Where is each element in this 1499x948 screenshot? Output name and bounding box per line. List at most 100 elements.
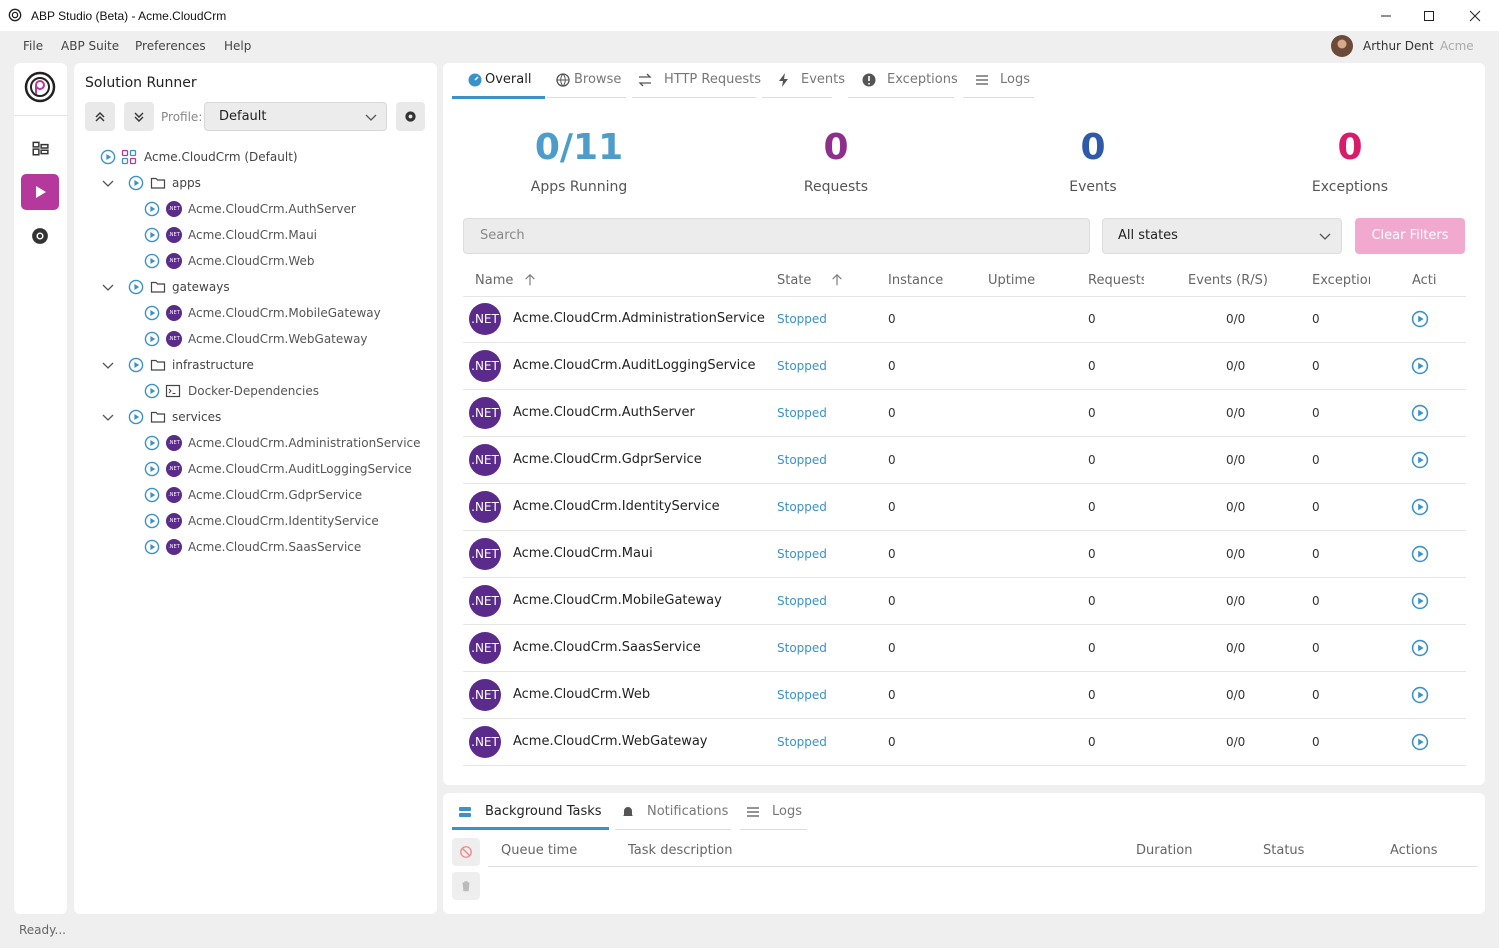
run-button[interactable] (144, 539, 160, 555)
start-button[interactable] (1411, 498, 1429, 516)
expand-all-button[interactable] (124, 102, 154, 131)
run-button[interactable] (128, 279, 144, 295)
run-button[interactable] (128, 175, 144, 191)
state-select[interactable]: All states (1102, 218, 1342, 254)
start-button[interactable] (1411, 639, 1429, 657)
run-button[interactable] (150, 232, 156, 238)
tab-icon[interactable] (638, 73, 652, 87)
run-button[interactable] (144, 461, 160, 477)
run-button[interactable] (100, 149, 116, 165)
menu-item[interactable]: Preferences (135, 39, 206, 53)
tab[interactable]: Browse (574, 72, 622, 87)
sort-icon[interactable] (523, 273, 537, 287)
run-button[interactable] (150, 440, 156, 446)
start-button[interactable] (1411, 733, 1429, 751)
run-button[interactable] (144, 383, 160, 399)
run-button[interactable] (144, 253, 160, 269)
run-button[interactable] (144, 513, 160, 529)
maximize-button[interactable] (1421, 8, 1437, 24)
expand-toggle[interactable] (102, 414, 114, 421)
gear-icon[interactable] (408, 114, 413, 119)
tab-icon[interactable] (467, 72, 483, 88)
expand-toggle[interactable] (100, 279, 116, 295)
start-button[interactable] (1411, 592, 1429, 610)
tab-icon[interactable] (637, 72, 653, 88)
start-button[interactable] (1411, 357, 1429, 375)
run-button[interactable] (150, 310, 156, 316)
run-button[interactable] (150, 518, 156, 524)
run-button[interactable] (144, 201, 160, 217)
start-button[interactable] (1411, 310, 1429, 328)
run-button[interactable] (134, 362, 140, 368)
run-button[interactable] (100, 149, 116, 165)
kubernetes-button[interactable] (31, 227, 49, 245)
run-button[interactable] (144, 253, 160, 269)
expand-toggle[interactable] (102, 180, 114, 187)
tab-icon[interactable] (745, 804, 761, 820)
tab-icon[interactable] (459, 807, 471, 811)
clear-filters-label[interactable]: Clear Filters (1371, 228, 1449, 243)
run-button[interactable] (144, 331, 160, 347)
menu-item[interactable]: ABP Suite (61, 39, 120, 53)
tab-icon[interactable] (776, 72, 792, 88)
kubernetes-button[interactable] (32, 228, 48, 244)
close-button[interactable] (1469, 10, 1481, 22)
column-header[interactable]: Actions (1390, 843, 1438, 858)
cancel-icon[interactable] (459, 845, 473, 859)
expand-toggle[interactable] (102, 284, 114, 291)
tab-icon[interactable] (976, 75, 988, 85)
column-header[interactable]: Name (475, 273, 514, 288)
run-button[interactable] (150, 388, 156, 394)
start-button[interactable] (1411, 733, 1429, 751)
tab-icon[interactable] (974, 72, 990, 88)
close-button[interactable] (1467, 8, 1483, 24)
trash-icon[interactable] (459, 879, 473, 893)
expand-toggle[interactable] (102, 362, 114, 369)
run-button[interactable] (150, 492, 156, 498)
run-button[interactable] (128, 357, 144, 373)
run-button[interactable] (144, 383, 160, 399)
tab[interactable]: Notifications (647, 804, 729, 819)
run-button[interactable] (144, 305, 160, 321)
user-avatar[interactable] (1331, 35, 1353, 57)
run-button[interactable] (128, 279, 144, 295)
minimize-button[interactable] (1378, 8, 1394, 24)
start-button[interactable] (1411, 357, 1429, 375)
tab[interactable]: Logs (1000, 72, 1030, 87)
start-button[interactable] (1411, 404, 1429, 422)
start-button[interactable] (1411, 310, 1429, 328)
sort-icon[interactable] (523, 273, 537, 287)
column-header[interactable]: Queue time (501, 843, 578, 858)
run-button[interactable] (144, 435, 160, 451)
tab[interactable]: Overall (485, 72, 532, 87)
start-button[interactable] (1418, 409, 1424, 417)
start-button[interactable] (1411, 686, 1429, 704)
run-button[interactable] (128, 409, 144, 425)
tab-icon[interactable] (623, 807, 633, 817)
run-button[interactable] (128, 409, 144, 425)
profile-settings-button[interactable] (396, 102, 425, 131)
sort-icon[interactable] (830, 273, 844, 287)
run-button[interactable] (128, 175, 144, 191)
tab-icon[interactable] (555, 72, 571, 88)
run-button[interactable] (128, 279, 144, 295)
play-icon[interactable] (32, 184, 48, 200)
start-button[interactable] (1418, 738, 1424, 746)
trash-icon[interactable] (461, 881, 471, 892)
user-avatar[interactable] (1337, 39, 1347, 49)
start-button[interactable] (1411, 404, 1429, 422)
start-button[interactable] (1411, 592, 1429, 610)
run-button[interactable] (144, 253, 160, 269)
expand-toggle[interactable] (100, 357, 116, 373)
tab[interactable]: Background Tasks (485, 804, 602, 819)
tab-icon[interactable] (861, 72, 877, 88)
expand-icon[interactable] (131, 109, 147, 125)
tab-icon[interactable] (747, 807, 759, 817)
sort-icon[interactable] (830, 273, 844, 287)
run-button[interactable] (128, 175, 144, 191)
start-button[interactable] (1411, 639, 1429, 657)
maximize-button[interactable] (1421, 8, 1437, 24)
start-button[interactable] (1411, 545, 1429, 563)
column-header[interactable]: Actions (1412, 273, 1436, 288)
start-button[interactable] (1418, 456, 1424, 464)
